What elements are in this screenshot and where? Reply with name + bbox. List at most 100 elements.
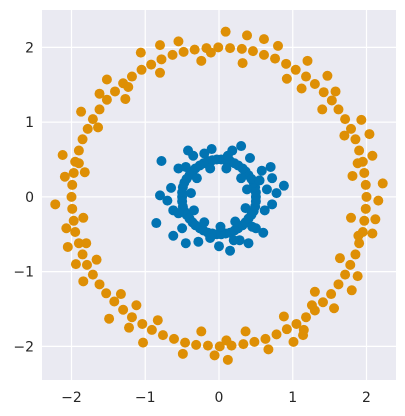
scatter-point (354, 145, 365, 156)
scatter-point (68, 215, 79, 226)
scatter-point (191, 173, 202, 184)
scatter-point (302, 55, 313, 66)
scatter-point (228, 235, 239, 246)
scatter-point (333, 104, 344, 115)
scatter-point (94, 279, 105, 290)
scatter-point (220, 26, 231, 37)
scatter-point (249, 336, 260, 347)
scatter-point (339, 130, 350, 141)
scatter-point (162, 195, 173, 206)
scatter-point (205, 163, 216, 174)
scatter-point (230, 216, 241, 227)
scatter-point (66, 191, 77, 202)
scatter-point (101, 288, 112, 299)
scatter-point (256, 165, 267, 176)
scatter-point (205, 47, 216, 58)
scatter-point (250, 196, 261, 207)
scatter-point (236, 173, 247, 184)
scatter-point (188, 205, 199, 216)
scatter-point (156, 54, 167, 65)
scatter-point (91, 254, 102, 265)
scatter-point (359, 215, 370, 226)
scatter-point (222, 150, 233, 161)
scatter-point (131, 300, 142, 311)
scatter-point (205, 232, 216, 243)
scatter-point (259, 205, 270, 216)
scatter-point (281, 324, 292, 335)
scatter-point (167, 49, 178, 60)
scatter-point (202, 340, 213, 351)
scatter-point (278, 180, 289, 191)
scatter-point (213, 42, 224, 53)
scatter-point (61, 223, 72, 234)
scatter-point (146, 59, 157, 70)
scatter-point (155, 190, 165, 201)
scatter-point (155, 67, 165, 78)
scatter-point (67, 179, 78, 190)
scatter-point (221, 163, 232, 174)
scatter-point (166, 182, 177, 193)
scatter-point (334, 253, 345, 264)
scatter-point (104, 313, 115, 324)
x-tick-label: −1 (135, 390, 156, 406)
scatter-point (260, 333, 271, 344)
scatter-point (87, 114, 98, 125)
scatter-point (333, 279, 344, 290)
scatter-point (109, 296, 120, 307)
scatter-point (59, 171, 70, 182)
y-tick-label: −2 (13, 339, 34, 355)
scatter-point (346, 212, 357, 223)
scatter-point (236, 141, 247, 152)
scatter-point (78, 276, 89, 287)
scatter-point (273, 40, 283, 51)
scatter-point (373, 195, 384, 206)
scatter-point (146, 324, 157, 335)
y-tick-label: 2 (25, 40, 34, 56)
scatter-point (196, 55, 207, 66)
scatter-point (135, 47, 146, 58)
scatter-point (124, 322, 135, 333)
scatter-point (177, 223, 188, 234)
scatter-point (359, 167, 370, 178)
scatter-point (199, 148, 210, 159)
scatter-point (356, 114, 367, 125)
scatter-point (330, 86, 341, 97)
scatter-point (267, 173, 278, 184)
scatter-point (237, 58, 248, 69)
scatter-point (155, 40, 165, 51)
scatter-point (156, 155, 167, 166)
scatter-point (173, 208, 184, 219)
scatter-point (168, 230, 179, 241)
scatter-point (240, 203, 251, 214)
x-tick-label: 1 (288, 390, 297, 406)
scatter-point (353, 230, 364, 241)
scatter-point (271, 329, 282, 340)
scatter-point (350, 134, 361, 145)
scatter-point (278, 311, 289, 322)
scatter-point (209, 350, 220, 361)
scatter-point (360, 203, 371, 214)
scatter-point (370, 214, 381, 225)
scatter-point (361, 191, 372, 202)
scatter-point (73, 238, 84, 249)
scatter-point (152, 315, 163, 326)
scatter-point (317, 297, 328, 308)
scatter-point (138, 337, 149, 348)
scatter-point (258, 49, 269, 60)
scatter-point (281, 73, 292, 84)
scatter-point (77, 134, 88, 145)
scatter-point (76, 106, 87, 117)
scatter-point (169, 333, 180, 344)
scatter-point (242, 30, 253, 41)
scatter-point (93, 122, 104, 133)
scatter-point (352, 271, 363, 282)
scatter-point (326, 95, 337, 106)
scatter-point (73, 145, 84, 156)
scatter-point (225, 245, 236, 256)
scatter-point (196, 326, 207, 337)
y-tick-label: 1 (25, 115, 34, 131)
scatter-point (367, 150, 378, 161)
scatter-point (178, 46, 189, 57)
scatter-point (101, 74, 112, 85)
